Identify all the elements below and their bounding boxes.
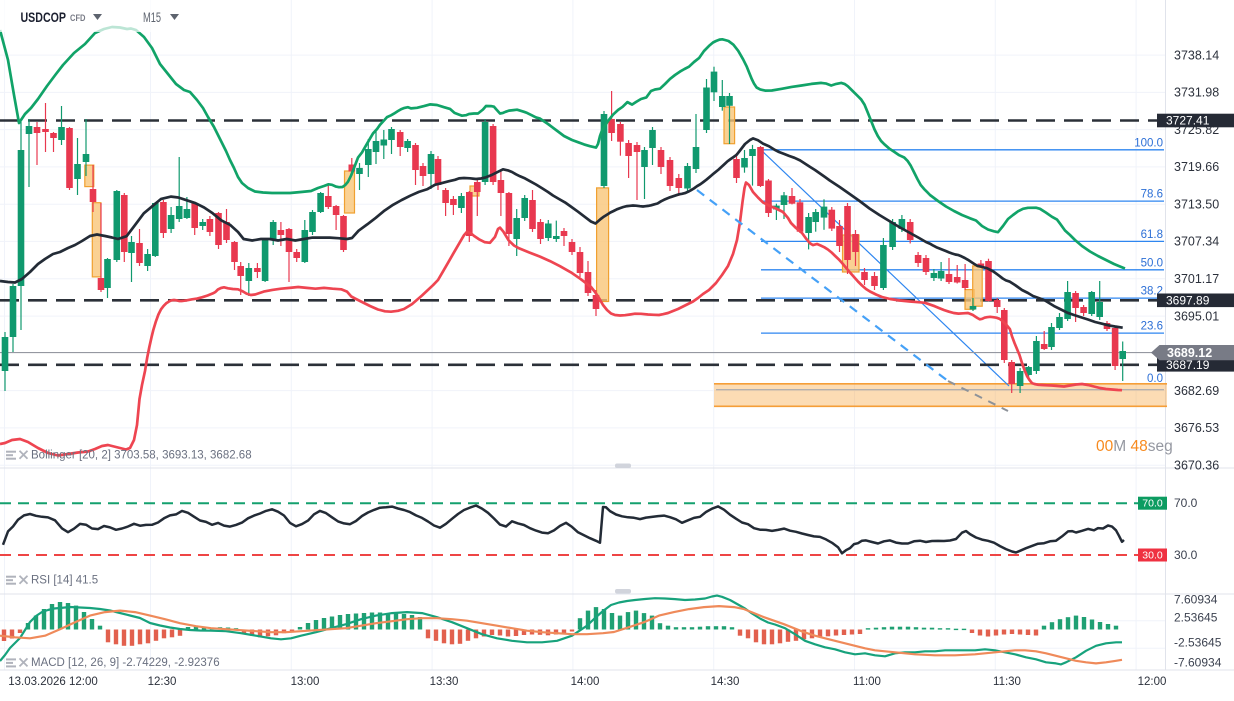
svg-text:11:00: 11:00 <box>853 676 881 688</box>
svg-text:3689.12: 3689.12 <box>1167 346 1212 360</box>
svg-text:3738.14: 3738.14 <box>1174 48 1219 62</box>
svg-text:30.0: 30.0 <box>1142 550 1163 562</box>
svg-text:70.0: 70.0 <box>1174 496 1198 510</box>
svg-text:3727.41: 3727.41 <box>1166 114 1210 128</box>
svg-text:3707.34: 3707.34 <box>1174 235 1219 249</box>
svg-text:3687.19: 3687.19 <box>1166 358 1210 372</box>
svg-text:14:00: 14:00 <box>571 676 600 688</box>
svg-text:3676.53: 3676.53 <box>1174 421 1219 435</box>
svg-text:70.0: 70.0 <box>1142 498 1163 510</box>
svg-text:12:30: 12:30 <box>148 676 177 688</box>
svg-text:78.6: 78.6 <box>1141 189 1163 201</box>
svg-text:61.8: 61.8 <box>1141 229 1163 241</box>
svg-text:CFD: CFD <box>70 13 86 24</box>
svg-text:13.03.2026 12:00: 13.03.2026 12:00 <box>8 676 98 688</box>
svg-text:50.0: 50.0 <box>1141 257 1163 269</box>
svg-text:14:30: 14:30 <box>711 676 740 688</box>
svg-text:00M 48seg: 00M 48seg <box>1096 438 1173 455</box>
svg-text:-7.60934: -7.60934 <box>1174 656 1222 670</box>
svg-text:0.0: 0.0 <box>1147 373 1163 385</box>
svg-text:100.0: 100.0 <box>1134 137 1163 149</box>
svg-text:USDCOP: USDCOP <box>21 9 67 25</box>
svg-text:7.60934: 7.60934 <box>1174 593 1218 607</box>
svg-text:11:30: 11:30 <box>993 676 1021 688</box>
svg-text:13:00: 13:00 <box>291 676 320 688</box>
svg-text:3695.01: 3695.01 <box>1174 309 1219 323</box>
svg-text:Bollinger [20, 2] 3703.58, 369: Bollinger [20, 2] 3703.58, 3693.13, 3682… <box>31 450 252 462</box>
svg-text:RSI [14] 41.5: RSI [14] 41.5 <box>31 575 98 587</box>
svg-text:30.0: 30.0 <box>1174 548 1198 562</box>
svg-text:3731.98: 3731.98 <box>1174 86 1219 100</box>
svg-text:3701.17: 3701.17 <box>1174 272 1219 286</box>
svg-text:12:00: 12:00 <box>1138 676 1167 688</box>
svg-text:2.53645: 2.53645 <box>1174 611 1218 625</box>
svg-text:3670.36: 3670.36 <box>1174 458 1219 472</box>
svg-text:3719.66: 3719.66 <box>1174 160 1219 174</box>
svg-text:MACD [12, 26, 9] -2.74229, -2.: MACD [12, 26, 9] -2.74229, -2.92376 <box>31 657 220 669</box>
svg-text:3713.50: 3713.50 <box>1174 197 1219 211</box>
svg-text:13:30: 13:30 <box>430 676 459 688</box>
svg-text:23.6: 23.6 <box>1141 321 1163 333</box>
svg-text:-2.53645: -2.53645 <box>1174 636 1222 650</box>
svg-text:3682.69: 3682.69 <box>1174 384 1219 398</box>
svg-text:M15: M15 <box>143 10 161 25</box>
svg-text:3697.89: 3697.89 <box>1166 294 1210 308</box>
